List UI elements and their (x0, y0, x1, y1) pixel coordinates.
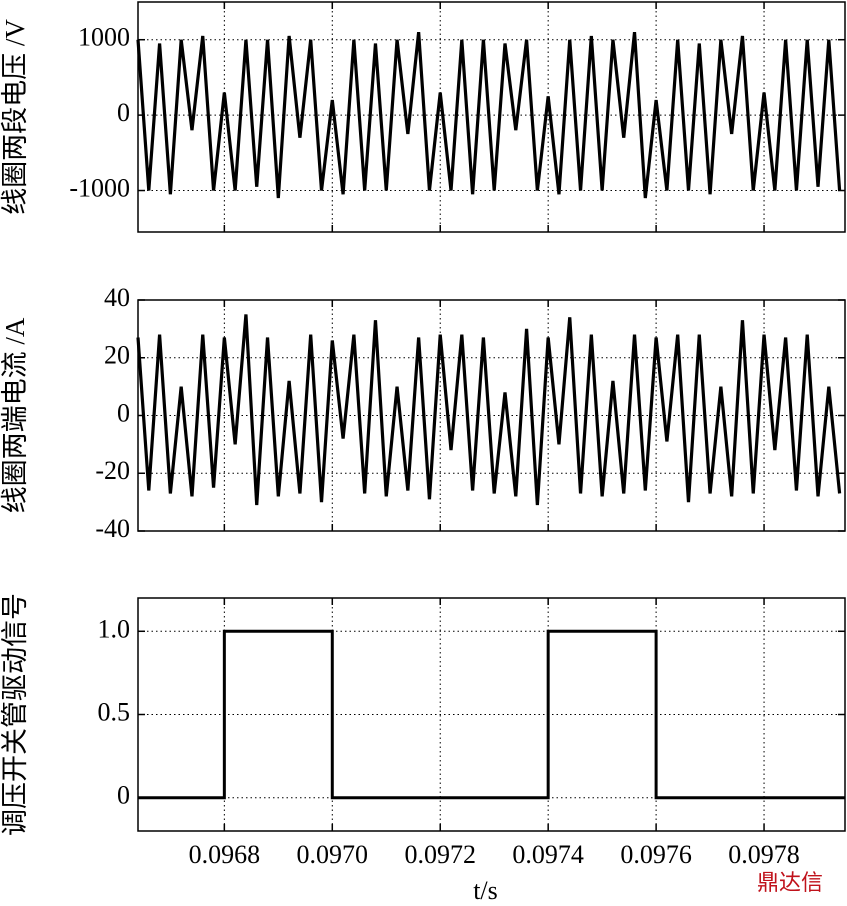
y-tick-label: 1.0 (98, 614, 131, 643)
y-tick-label: -1000 (69, 173, 130, 202)
y-axis-label: 线圈两段电压 /V (0, 19, 30, 215)
data-line (138, 629, 845, 800)
y-tick-label: 20 (104, 341, 130, 370)
y-tick-label: 0 (117, 398, 130, 427)
x-tick-label: 0.0978 (728, 840, 800, 869)
y-tick-label: 0 (117, 781, 130, 810)
y-tick-label: 40 (104, 283, 130, 312)
x-tick-label: 0.0976 (620, 840, 692, 869)
data-line (136, 314, 842, 506)
y-axis-label: 线圈两端电流 /A (0, 317, 30, 513)
x-tick-label: 0.0970 (297, 840, 369, 869)
watermark: 鼎达信 (757, 871, 823, 896)
x-tick-label: 0.0974 (512, 840, 584, 869)
y-tick-label: 0 (117, 98, 130, 127)
plot-frame (137, 1, 846, 233)
y-tick-label: 0.5 (98, 697, 131, 726)
y-tick-label: -20 (95, 456, 130, 485)
data-line (136, 31, 842, 199)
y-axis-label: 调压开关管驱动信号 (0, 593, 30, 836)
x-tick-label: 0.0972 (404, 840, 476, 869)
plot-frame (137, 597, 846, 832)
plot-frame (137, 299, 846, 532)
x-tick-label: 0.0968 (189, 840, 261, 869)
y-tick-label: 1000 (78, 23, 130, 52)
y-tick-label: -40 (95, 514, 130, 543)
x-axis-label: t/s (473, 876, 498, 905)
